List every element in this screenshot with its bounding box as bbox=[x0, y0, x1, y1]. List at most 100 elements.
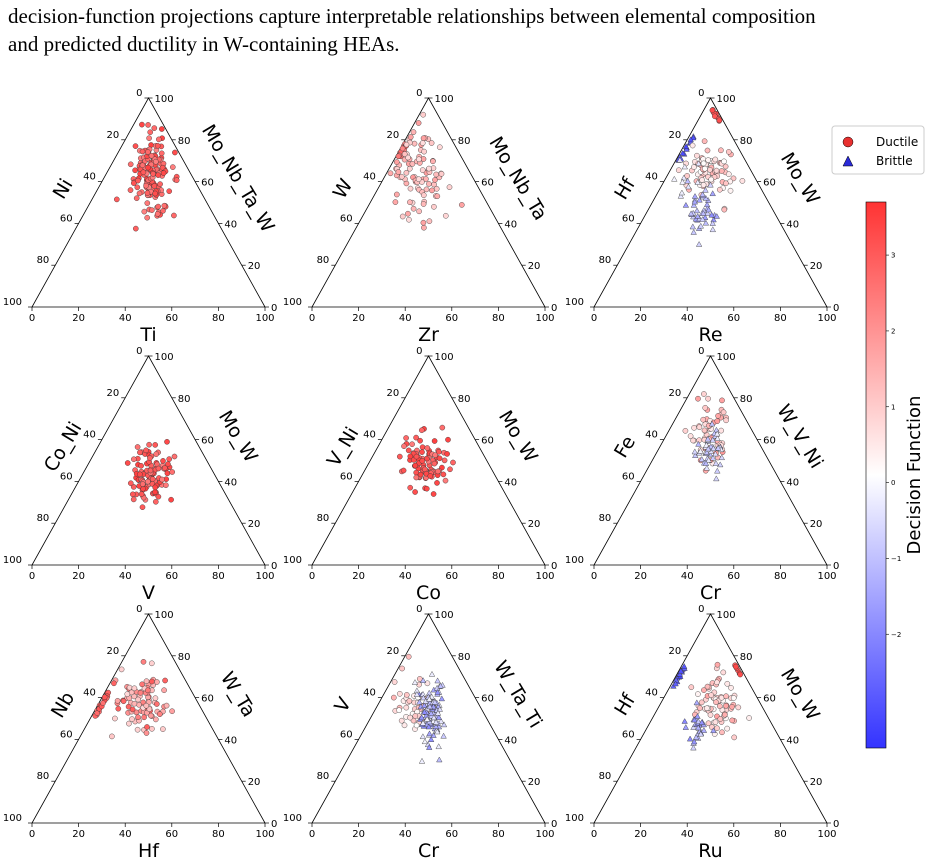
ductile-point bbox=[434, 193, 441, 199]
bottom-tick-label: 20 bbox=[352, 313, 365, 324]
left-axis-label: Ni bbox=[49, 175, 78, 203]
ductile-point bbox=[165, 461, 171, 467]
left-axis-label: W bbox=[329, 175, 358, 203]
brittle-point bbox=[418, 757, 426, 764]
bottom-tick-label: 60 bbox=[165, 571, 178, 582]
ductile-point bbox=[154, 142, 161, 149]
ductile-point bbox=[109, 733, 115, 740]
right-tick-label: 60 bbox=[201, 694, 214, 705]
ductile-point bbox=[157, 181, 163, 187]
brittle-point bbox=[426, 695, 433, 702]
bottom-tick-label: 60 bbox=[727, 571, 740, 582]
ductile-point bbox=[126, 720, 132, 727]
ductile-point bbox=[156, 711, 163, 717]
brittle-point bbox=[683, 145, 690, 152]
bottom-tick-label: 60 bbox=[165, 313, 178, 324]
bottom-tick-label: 80 bbox=[492, 313, 505, 324]
ductile-point bbox=[132, 167, 138, 174]
triangle-frame bbox=[311, 613, 546, 824]
bottom-tick-label: 100 bbox=[535, 313, 554, 324]
ductile-point bbox=[705, 720, 712, 727]
brittle-point bbox=[690, 201, 698, 208]
right-tick-label: 40 bbox=[504, 735, 517, 746]
triangle-frame bbox=[593, 97, 828, 308]
ductile-point bbox=[735, 704, 742, 711]
ductile-point bbox=[147, 455, 153, 461]
colorbar: 3 2 1 0 −1 −2 Decision Function bbox=[865, 201, 925, 749]
bottom-tick-label: 100 bbox=[535, 571, 554, 582]
brittle-point bbox=[430, 714, 438, 721]
bottom-tick-label: 20 bbox=[72, 313, 85, 324]
ductile-point bbox=[690, 437, 696, 444]
ductile-point bbox=[124, 460, 131, 466]
ductile-point bbox=[390, 694, 397, 701]
ductile-point bbox=[406, 216, 412, 223]
left-tick-label: 20 bbox=[386, 646, 399, 657]
brittle-point bbox=[712, 460, 720, 466]
left-tick-label: 20 bbox=[106, 388, 119, 399]
left-axis-label: Hf bbox=[610, 689, 640, 719]
brittle-point bbox=[703, 441, 710, 448]
colorbar-tick-label: 0 bbox=[891, 479, 895, 487]
ductile-point bbox=[698, 699, 705, 706]
ductile-point bbox=[145, 122, 151, 128]
ductile-point bbox=[139, 121, 145, 128]
ductile-point bbox=[124, 691, 131, 697]
brittle-point bbox=[709, 454, 717, 461]
right-tick-label: 0 bbox=[271, 819, 277, 830]
left-tick-label: 40 bbox=[645, 430, 658, 441]
ductile-point bbox=[152, 498, 159, 505]
ductile-point bbox=[155, 465, 162, 472]
brittle-point bbox=[709, 226, 716, 233]
brittle-point bbox=[421, 702, 428, 708]
brittle-point bbox=[697, 222, 704, 229]
left-tick-label: 40 bbox=[83, 430, 96, 441]
ternary-panel-4: 001002020804040606060408080201001000VCo_… bbox=[3, 346, 277, 604]
brittle-point bbox=[702, 460, 710, 466]
ductile-point bbox=[407, 199, 413, 205]
ductile-point bbox=[147, 129, 153, 135]
right-tick-label: 80 bbox=[740, 652, 753, 663]
bottom-tick-label: 80 bbox=[774, 571, 787, 582]
brittle-point bbox=[691, 716, 698, 723]
ductile-point bbox=[143, 730, 150, 736]
ductile-point bbox=[714, 679, 720, 686]
ductile-point bbox=[173, 177, 180, 183]
ductile-point bbox=[154, 211, 161, 217]
bottom-tick-label: 20 bbox=[352, 829, 365, 840]
brittle-point bbox=[708, 211, 715, 218]
ternary-panel-5: 001002020804040606060408080201001000CoV_… bbox=[283, 346, 557, 604]
left-tick-label: 60 bbox=[622, 471, 635, 482]
ductile-point bbox=[134, 184, 141, 191]
ductile-point bbox=[112, 715, 118, 722]
ductile-point bbox=[435, 468, 441, 475]
ductile-point bbox=[412, 489, 418, 495]
ductile-point bbox=[705, 395, 711, 402]
ductile-point bbox=[419, 167, 426, 173]
bottom-tick-label: 0 bbox=[29, 571, 35, 582]
ductile-point bbox=[714, 418, 721, 424]
ductile-point bbox=[718, 168, 725, 174]
ductile-point bbox=[426, 181, 432, 187]
ductile-point bbox=[398, 173, 405, 180]
ductile-point bbox=[403, 141, 410, 148]
left-tick-label: 40 bbox=[83, 688, 96, 699]
ductile-point bbox=[158, 126, 165, 132]
bottom-tick-label: 60 bbox=[165, 829, 178, 840]
brittle-point bbox=[682, 724, 689, 730]
brittle-point bbox=[434, 728, 441, 735]
ductile-point bbox=[415, 176, 422, 182]
ductile-point bbox=[145, 149, 151, 155]
right-tick-label: 20 bbox=[248, 261, 261, 272]
ductile-point bbox=[159, 476, 165, 483]
brittle-point bbox=[687, 210, 695, 217]
ductile-point bbox=[395, 153, 402, 160]
ductile-point bbox=[423, 485, 430, 492]
ductile-point bbox=[431, 460, 438, 467]
brittle-point bbox=[699, 191, 706, 197]
ductile-point bbox=[155, 136, 162, 143]
left-tick-label: 40 bbox=[645, 688, 658, 699]
ductile-point bbox=[101, 694, 108, 701]
bottom-tick-label: 100 bbox=[535, 829, 554, 840]
